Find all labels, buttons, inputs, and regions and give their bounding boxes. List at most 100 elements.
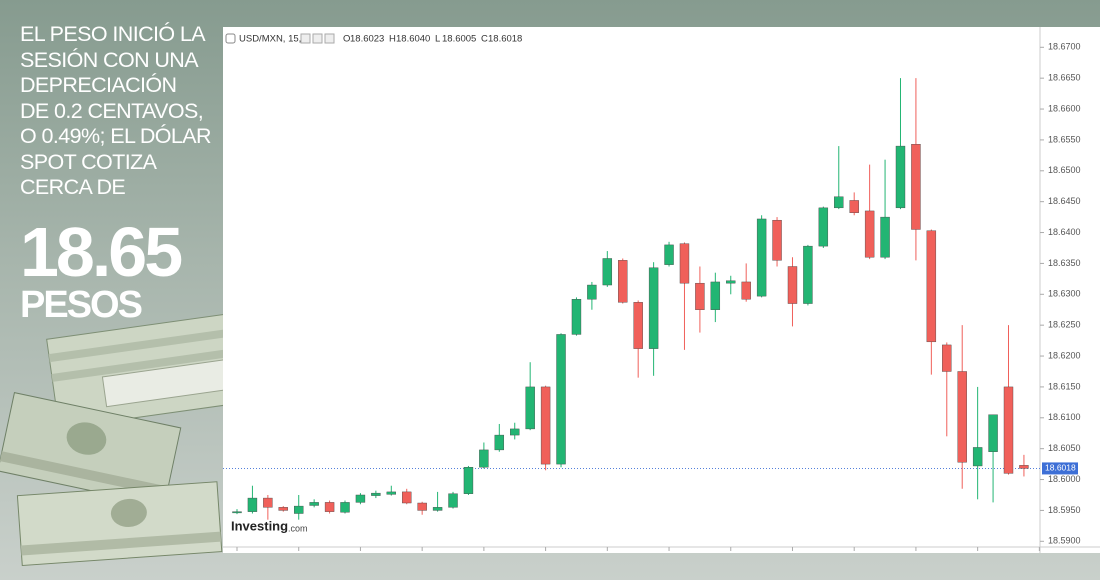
candle-body: [417, 502, 427, 511]
candle-body: [232, 511, 242, 514]
y-tick-label: 18.6200: [1048, 350, 1081, 360]
candle-body: [432, 507, 443, 511]
y-tick-label: 18.6250: [1048, 320, 1081, 330]
watermark: Investing: [231, 518, 288, 533]
x-tick-label: 10: [1034, 552, 1044, 553]
candle-body: [803, 245, 813, 304]
candle-body: [895, 145, 906, 209]
candle-body: [309, 502, 319, 506]
y-tick-label: 18.6400: [1048, 227, 1081, 237]
candle-body: [294, 505, 304, 514]
candle-body: [263, 497, 273, 508]
headline-line: DE 0.2 CENTAVOS,: [20, 98, 204, 123]
x-tick-label: 07:00: [843, 552, 866, 553]
toolbar-icon: [324, 33, 335, 44]
candle-body: [618, 260, 628, 303]
candle-body: [911, 144, 921, 230]
candle-body: [386, 491, 397, 495]
candle-body: [602, 258, 613, 286]
x-tick-label: 04:00: [658, 552, 681, 553]
headline-line: SESIÓN CON UNA: [20, 47, 199, 72]
y-tick-label: 18.6600: [1048, 103, 1081, 113]
candle-body: [340, 502, 350, 513]
x-tick-label: 06:00: [781, 552, 804, 553]
x-tick-label: 03:00: [596, 552, 619, 553]
headline-line: O 0.49%; EL DÓLAR: [20, 124, 212, 148]
y-tick-label: 18.6100: [1048, 412, 1081, 422]
candle-body: [371, 492, 381, 496]
toolbar-icon: [312, 33, 323, 44]
headline-line: SPOT COTIZA: [20, 149, 157, 174]
candle-body: [957, 371, 967, 463]
toolbar-icon: [225, 33, 236, 44]
candle-body: [695, 282, 705, 310]
x-tick-label: 23:00: [349, 552, 372, 553]
candle-body: [679, 243, 690, 284]
ohlc-name: O: [343, 34, 350, 45]
candle-body: [540, 386, 551, 465]
x-tick-label: 09:00: [966, 552, 989, 553]
candle-body: [772, 219, 782, 261]
chart: USD/MXN, 15, O 18.6023 H 18.6040 L 18.6005 C 18…: [223, 27, 1100, 553]
candle-body: [1003, 386, 1014, 474]
candle-body: [324, 502, 335, 512]
money-stack: [46, 313, 230, 430]
headline-line: DEPRECIACIÓN: [20, 73, 177, 97]
current-price-label: 18.6018: [1045, 463, 1076, 473]
candle-body: [402, 491, 412, 504]
current-price-tag: [1042, 462, 1078, 475]
headline: EL PESO INICIÓ LA SESIÓN CON UNA DEPRECIAC…: [20, 22, 212, 201]
candle-body: [525, 386, 535, 430]
candle-body: [479, 449, 489, 468]
x-tick-label: 01:00: [473, 552, 496, 553]
candle-body: [972, 447, 983, 467]
ohlc-value: 18.6023: [350, 34, 384, 45]
candle-body: [726, 280, 736, 284]
y-tick-label: 18.6700: [1048, 42, 1081, 52]
ohlc-value: 18.6018: [488, 34, 522, 45]
headline-line: CERCA DE: [20, 175, 126, 199]
ohlc-value: 18.6005: [442, 34, 476, 45]
x-tick-label: 08:00: [905, 552, 928, 553]
candle-body: [818, 207, 829, 247]
money-illustration: [0, 313, 230, 567]
candle-body: [741, 281, 751, 300]
candle-body: [247, 497, 258, 512]
candle-body: [463, 466, 474, 494]
candle-body: [710, 281, 721, 310]
money-stack: [0, 392, 182, 507]
x-tick-label: 05:00: [719, 552, 742, 553]
y-tick-label: 18.6150: [1048, 381, 1081, 391]
y-tick-label: 18.6350: [1048, 258, 1081, 268]
candle-body: [448, 493, 458, 508]
y-tick-label: 18.6450: [1048, 196, 1081, 206]
x-tick-label: 02:00: [534, 552, 557, 553]
candle-body: [278, 507, 288, 511]
ohlc-name: H: [389, 34, 396, 45]
headline-line: EL PESO INICIÓ LA: [20, 22, 206, 46]
y-tick-label: 18.6050: [1048, 443, 1081, 453]
x-tick-label: 18: [417, 552, 427, 553]
candle-body: [880, 216, 890, 258]
ohlc-value: 18.6040: [396, 34, 430, 45]
headline-unit: PESOS: [20, 284, 143, 326]
toolbar-icon: [300, 33, 311, 44]
y-tick-label: 18.6300: [1048, 289, 1081, 299]
x-tick-label: 22:00: [287, 552, 310, 553]
candle-body: [587, 284, 597, 300]
candle-body: [510, 428, 520, 436]
candle-body: [849, 200, 859, 213]
y-tick-label: 18.6500: [1048, 165, 1081, 175]
headline-figure: 18.65: [20, 213, 183, 291]
candle-body: [571, 299, 582, 335]
candle-body: [633, 302, 643, 349]
symbol: USD/MXN, 15,: [239, 34, 301, 45]
candle-body: [355, 494, 366, 503]
y-tick-label: 18.5950: [1048, 505, 1081, 515]
candle-body: [864, 210, 875, 258]
y-tick-label: 18.5900: [1048, 536, 1081, 546]
candle-body: [942, 344, 952, 372]
y-tick-label: 18.6000: [1048, 474, 1081, 484]
candle-body: [926, 230, 937, 343]
